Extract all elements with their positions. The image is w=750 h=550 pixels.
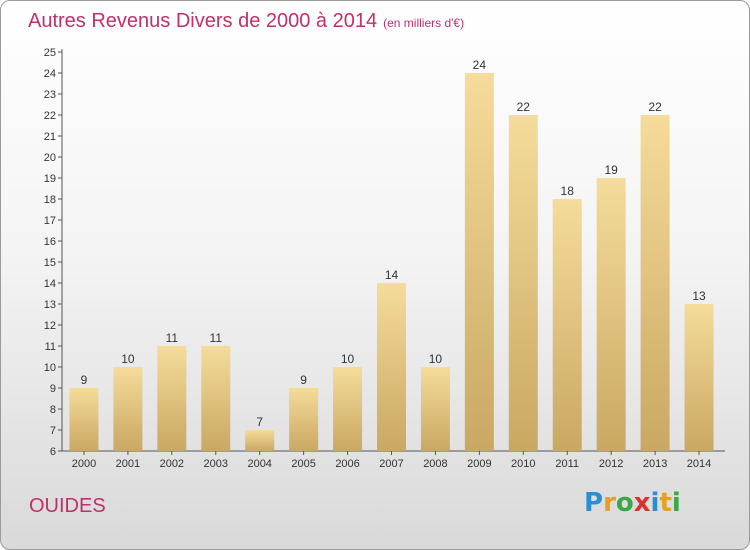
bar — [464, 73, 494, 451]
data-label: 24 — [473, 58, 487, 72]
y-tick-label: 10 — [44, 362, 56, 374]
data-label: 14 — [385, 268, 399, 282]
logo-letter: x — [633, 488, 651, 518]
data-label: 10 — [121, 352, 135, 366]
y-tick-label: 15 — [44, 257, 56, 269]
y-tick-label: 11 — [45, 341, 56, 353]
y-tick-label: 14 — [44, 278, 56, 290]
y-tick-label: 18 — [44, 194, 56, 206]
x-tick-label: 2008 — [423, 458, 447, 470]
y-tick-label: 23 — [44, 89, 56, 101]
data-label: 11 — [210, 331, 223, 345]
data-label: 22 — [517, 100, 531, 114]
logo-letter: i — [650, 488, 660, 518]
y-tick-label: 17 — [44, 215, 56, 227]
y-tick-label: 13 — [44, 299, 56, 311]
chart-title-main: Autres Revenus Divers de 2000 à 2014 — [28, 10, 378, 32]
x-tick-label: 2004 — [247, 458, 271, 470]
x-tick-label: 2003 — [204, 458, 228, 470]
x-tick-label: 2010 — [511, 458, 535, 470]
bar — [157, 346, 187, 451]
logo-letter: i — [671, 488, 681, 518]
data-label: 18 — [561, 184, 575, 198]
x-tick-label: 2002 — [160, 458, 184, 470]
y-tick-label: 22 — [44, 110, 56, 122]
bar — [508, 115, 538, 451]
y-tick-label: 6 — [50, 446, 56, 458]
logo-letter: P — [584, 488, 604, 518]
chart-subtitle: (en milliers d'€) — [383, 16, 465, 30]
data-label: 11 — [166, 331, 179, 345]
proxiti-logo: Proxiti — [584, 488, 681, 518]
bar — [289, 388, 319, 451]
x-tick-label: 2006 — [335, 458, 359, 470]
x-tick-label: 2009 — [467, 458, 491, 470]
logo-letter: o — [615, 488, 634, 518]
bar — [201, 346, 231, 451]
x-tick-label: 2007 — [379, 458, 403, 470]
x-tick-label: 2000 — [72, 458, 96, 470]
y-tick-label: 7 — [50, 425, 56, 437]
bar — [377, 283, 406, 451]
x-tick-label: 2011 — [555, 458, 579, 470]
bar — [113, 367, 143, 451]
y-tick-label: 24 — [44, 68, 56, 80]
y-tick-label: 8 — [50, 404, 56, 416]
bar — [596, 178, 626, 451]
data-label: 7 — [256, 415, 263, 429]
chart-title: Autres Revenus Divers de 2000 à 2014 (en … — [28, 10, 464, 33]
y-tick-label: 20 — [44, 152, 56, 164]
data-label: 22 — [648, 100, 662, 114]
logo-letter: r — [603, 488, 616, 518]
data-label: 9 — [300, 373, 307, 387]
logo-letter: t — [659, 488, 672, 518]
x-tick-label: 2013 — [643, 458, 667, 470]
y-tick-label: 19 — [44, 173, 56, 185]
bar — [684, 304, 714, 451]
data-label: 10 — [429, 352, 443, 366]
bar — [420, 367, 450, 451]
data-label: 10 — [341, 352, 355, 366]
bar — [640, 115, 670, 451]
bar — [245, 430, 275, 451]
y-tick-label: 21 — [44, 131, 56, 143]
data-label: 19 — [604, 163, 618, 177]
data-label: 13 — [692, 289, 706, 303]
y-tick-label: 12 — [44, 320, 56, 332]
y-tick-label: 25 — [44, 47, 56, 59]
x-tick-label: 2005 — [291, 458, 315, 470]
x-tick-label: 2001 — [116, 458, 140, 470]
bar — [69, 388, 99, 451]
data-label: 9 — [81, 373, 88, 387]
bar — [333, 367, 363, 451]
x-tick-label: 2014 — [687, 458, 711, 470]
y-tick-label: 9 — [50, 383, 56, 395]
y-tick-label: 16 — [44, 236, 56, 248]
bar — [552, 199, 582, 451]
x-tick-label: 2012 — [599, 458, 623, 470]
commune-name: OUIDES — [29, 495, 106, 517]
